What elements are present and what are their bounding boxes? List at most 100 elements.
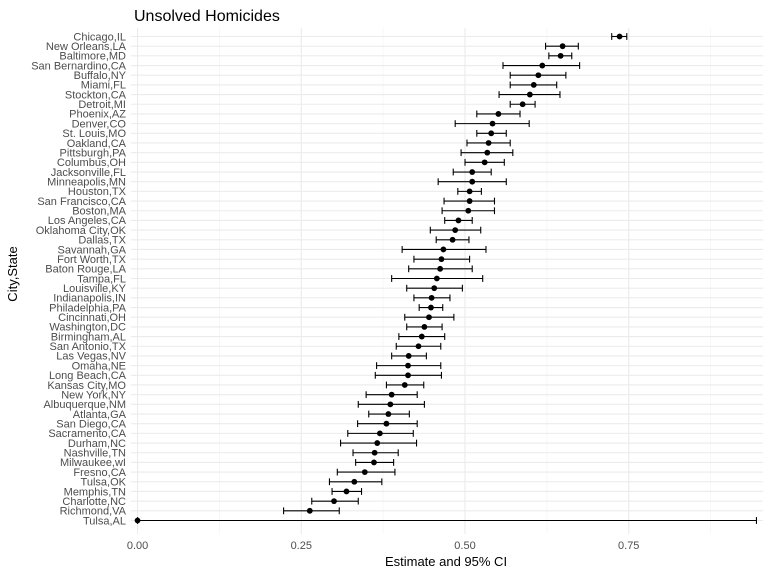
- y-tick-label: Fort Worth,TX: [57, 254, 127, 266]
- city-estimate-mark: [435, 236, 470, 244]
- y-tick-label: Charlotte,NC: [62, 496, 126, 508]
- x-tick-labels: 0.00 0.25 0.50 0.75: [127, 540, 640, 552]
- city-estimate-mark: [429, 226, 482, 234]
- data-marks: [134, 33, 758, 524]
- city-estimate-mark: [355, 459, 395, 466]
- y-tick-label: Long Beach,CA: [49, 370, 127, 382]
- city-estimate-mark: [509, 81, 558, 89]
- y-tick-label: Nashville,TN: [64, 448, 126, 460]
- city-estimate-mark: [391, 352, 427, 360]
- y-tick-label: Minneapolis,MN: [47, 177, 126, 189]
- estimate-point: [519, 101, 526, 108]
- estimate-point: [452, 227, 459, 234]
- estimate-point: [371, 449, 378, 456]
- estimate-point: [557, 52, 564, 59]
- estimate-point: [489, 120, 496, 127]
- estimate-point: [418, 333, 425, 340]
- y-tick-label: Dallas,TX: [78, 235, 126, 247]
- estimate-point: [405, 372, 411, 379]
- y-tick-label: San Diego,CA: [56, 419, 126, 431]
- y-tick-label: Washington,DC: [49, 322, 126, 334]
- estimate-point: [495, 111, 502, 117]
- y-tick-label: San Antonio,TX: [50, 341, 127, 353]
- y-tick-label: Cincinnati,OH: [58, 312, 126, 324]
- estimate-point: [559, 43, 566, 50]
- y-tick-label: Tulsa,OK: [81, 477, 127, 489]
- y-tick-label: Detroit,MI: [78, 99, 126, 111]
- estimate-point: [306, 507, 313, 514]
- city-estimate-mark: [395, 342, 442, 350]
- city-estimate-mark: [376, 362, 442, 370]
- y-tick-label: Indianapolis,IN: [53, 293, 126, 305]
- y-tick-label: Los Angeles,CA: [48, 215, 127, 227]
- city-estimate-mark: [498, 91, 561, 98]
- x-tick-label: 0.50: [454, 540, 475, 552]
- y-tick-label: San Francisco,CA: [37, 196, 126, 208]
- city-estimate-mark: [444, 217, 473, 224]
- estimate-point: [374, 440, 381, 446]
- city-estimate-mark: [452, 168, 492, 176]
- city-estimate-mark: [283, 507, 340, 515]
- city-estimate-mark: [398, 333, 446, 340]
- city-estimate-mark: [454, 120, 530, 128]
- x-tick-label: 0.25: [291, 540, 312, 552]
- x-tick-label: 0.75: [618, 540, 639, 552]
- estimate-point: [421, 324, 428, 330]
- y-tick-label: Oklahoma City,OK: [36, 225, 127, 237]
- y-tick-label: Atlanta,GA: [73, 409, 127, 421]
- city-estimate-mark: [476, 129, 507, 137]
- y-tick-label: Albuquerque,NM: [43, 399, 126, 411]
- estimate-point: [535, 72, 542, 79]
- city-estimate-mark: [443, 197, 496, 205]
- y-tick-label: Kansas City,MO: [47, 380, 126, 392]
- city-estimate-mark: [509, 71, 567, 79]
- estimate-point: [526, 91, 533, 98]
- city-estimate-mark: [404, 313, 455, 321]
- estimate-point: [387, 401, 394, 408]
- estimate-point: [466, 188, 473, 195]
- city-estimate-mark: [457, 187, 482, 195]
- estimate-point: [405, 353, 412, 359]
- city-estimate-mark: [134, 517, 758, 524]
- y-tick-label: Pittsburgh,PA: [60, 147, 127, 159]
- y-tick-label: Las Vegas,NV: [56, 351, 126, 363]
- city-estimate-mark: [476, 110, 521, 118]
- city-estimate-mark: [357, 400, 425, 408]
- y-tick-label: Fresno,CA: [73, 467, 126, 479]
- estimate-point: [449, 236, 456, 243]
- y-tick-label: Tampa,FL: [77, 273, 126, 285]
- estimate-point: [405, 362, 411, 369]
- city-estimate-mark: [464, 158, 505, 166]
- chart-title: Unsolved Homicides: [134, 8, 280, 25]
- city-estimate-mark: [460, 149, 514, 157]
- estimate-point: [440, 246, 447, 253]
- estimate-point: [134, 517, 141, 524]
- estimate-point: [485, 140, 492, 146]
- city-estimate-mark: [357, 420, 418, 428]
- city-estimate-mark: [545, 42, 579, 50]
- city-estimate-mark: [437, 178, 507, 186]
- city-estimate-mark: [418, 304, 444, 311]
- x-axis-title: Estimate and 95% CI: [385, 554, 507, 569]
- y-tick-label: Omaha,NE: [72, 360, 126, 372]
- estimate-point: [438, 256, 445, 263]
- y-tick-label: New York,NY: [61, 389, 126, 401]
- city-estimate-mark: [331, 488, 363, 495]
- estimate-point: [484, 149, 491, 156]
- y-tick-label: Jacksonville,FL: [51, 167, 126, 179]
- y-tick-label: New Orleans,LA: [46, 41, 127, 53]
- y-tick-label: Savannah,GA: [58, 244, 127, 256]
- y-tick-label: San Bernardino,CA: [31, 60, 126, 72]
- estimate-point: [616, 33, 623, 40]
- city-estimate-mark: [336, 468, 396, 476]
- city-estimate-mark: [548, 52, 573, 60]
- city-estimate-mark: [413, 255, 471, 263]
- estimate-point: [437, 265, 444, 272]
- estimate-point: [385, 411, 392, 417]
- estimate-point: [465, 207, 472, 214]
- city-estimate-mark: [406, 284, 463, 292]
- y-tick-label: Tulsa,AL: [83, 515, 126, 527]
- y-tick-label: Buffalo,NY: [74, 70, 127, 82]
- estimate-point: [431, 285, 438, 292]
